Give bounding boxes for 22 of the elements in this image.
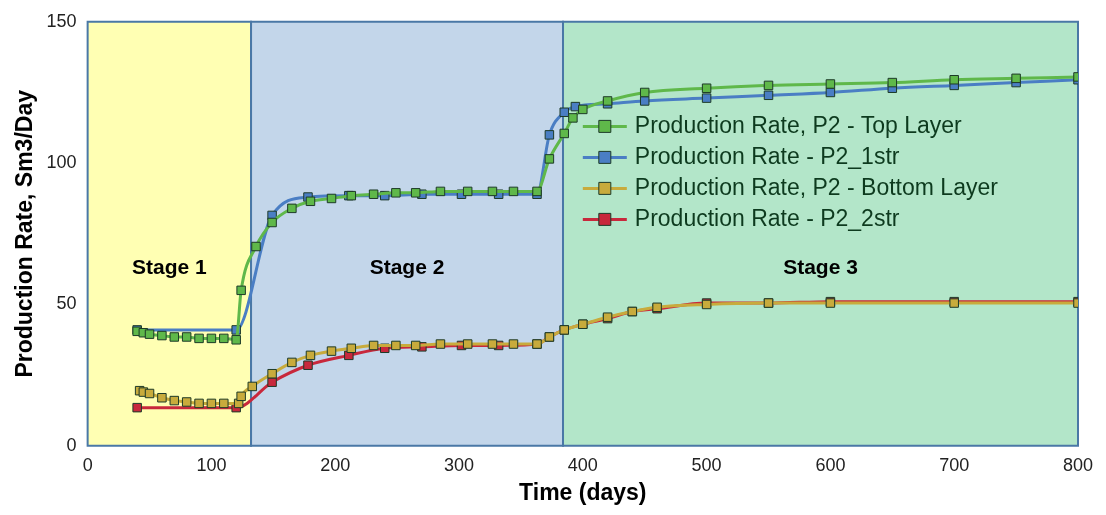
y-tick-label: 150 [46, 10, 77, 31]
legend-label: Production Rate - P2_1str [634, 142, 900, 169]
x-tick-label: 500 [691, 454, 722, 475]
x-tick-label: 200 [320, 454, 351, 475]
x-axis-title: Time (days) [519, 478, 647, 505]
x-tick-label: 700 [939, 454, 970, 475]
x-tick-label: 800 [1062, 454, 1094, 475]
x-tick-label: 400 [567, 454, 598, 475]
x-tick-label: 600 [815, 454, 846, 475]
x-tick-label: 300 [444, 454, 475, 475]
y-axis-title: Production Rate, Sm3/Day [11, 89, 38, 378]
legend-label: Production Rate, P2 - Bottom Layer [634, 173, 999, 200]
legend-label: Production Rate - P2_2str [634, 204, 900, 231]
y-tick-label: 0 [66, 434, 77, 455]
band-label: Stage 1 [131, 254, 208, 278]
band-label: Stage 3 [783, 254, 858, 278]
x-tick-label: 0 [82, 454, 93, 475]
y-tick-label: 50 [56, 293, 77, 314]
x-tick-label: 100 [196, 454, 227, 475]
y-tick-label: 100 [46, 152, 77, 173]
legend-label: Production Rate, P2 - Top Layer [634, 111, 963, 138]
band-label: Stage 2 [369, 254, 445, 278]
